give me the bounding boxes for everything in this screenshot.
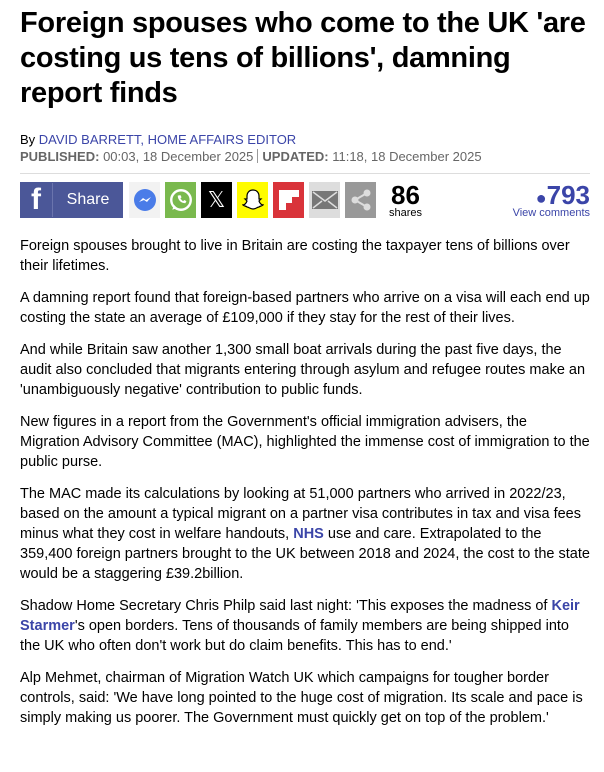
article-body: Foreign spouses brought to live in Brita… [20, 236, 590, 728]
headline: Foreign spouses who come to the UK 'are … [20, 7, 586, 109]
flipboard-icon [278, 190, 299, 210]
byline: By DAVID BARRETT, HOME AFFAIRS EDITOR [20, 131, 590, 148]
share-bar: f Share 𝕏 86 shares ●793 View comments [20, 182, 590, 218]
text: The MAC made its calculations by looking… [20, 486, 581, 542]
text: use and care. Extrapolated to the 359,40… [20, 526, 590, 582]
paragraph: New figures in a report from the Governm… [20, 414, 590, 470]
nhs-link[interactable]: NHS [293, 526, 324, 542]
x-icon: 𝕏 [207, 187, 226, 212]
share-count: 86 shares [389, 182, 422, 219]
keir-starmer-link[interactable]: Keir Starmer [20, 598, 580, 634]
view-comments-link[interactable]: ●793 View comments [513, 182, 590, 219]
share-count-number: 86 [391, 179, 420, 210]
comment-icon: ● [535, 187, 547, 208]
facebook-share-button[interactable]: f Share [20, 182, 123, 218]
paragraph: Alp Mehmet, chairman of Migration Watch … [20, 670, 583, 726]
email-icon [311, 191, 338, 209]
share-icon [351, 189, 370, 211]
paragraph: The MAC made its calculations by looking… [20, 484, 590, 584]
divider [257, 149, 259, 163]
divider [20, 173, 590, 174]
paragraph: And while Britain saw another 1,300 smal… [20, 342, 586, 398]
snapchat-icon [241, 189, 264, 210]
snapchat-button[interactable] [237, 182, 268, 218]
share-count-label: shares [389, 206, 423, 219]
whatsapp-button[interactable] [165, 182, 196, 218]
share-label: Share [66, 191, 110, 208]
text: Shadow Home Secretary Chris Philp said l… [20, 598, 552, 614]
byline-prefix: By [20, 132, 39, 147]
published-date: 00:03, 18 December 2025 [99, 149, 254, 164]
paragraph: Shadow Home Secretary Chris Philp said l… [20, 596, 590, 656]
updated-date: 11:18, 18 December 2025 [328, 149, 482, 164]
text: 's open borders. Tens of thousands of fa… [20, 618, 569, 654]
paragraph: Foreign spouses brought to live in Brita… [20, 238, 570, 274]
author-link[interactable]: DAVID BARRETT, HOME AFFAIRS EDITOR [38, 132, 297, 147]
updated-label: UPDATED: [262, 149, 329, 164]
whatsapp-icon [169, 189, 192, 211]
email-button[interactable] [309, 182, 340, 218]
view-comments-label: View comments [512, 206, 590, 219]
paragraph: A damning report found that foreign-base… [20, 290, 590, 326]
dates: PUBLISHED: 00:03, 18 December 2025 UPDATE… [20, 148, 590, 165]
more-share-button[interactable] [345, 182, 376, 218]
published-label: PUBLISHED: [20, 149, 100, 164]
messenger-icon [133, 189, 156, 211]
facebook-icon: f [20, 183, 53, 217]
comment-count: 793 [546, 179, 590, 210]
messenger-button[interactable] [129, 182, 160, 218]
flipboard-button[interactable] [273, 182, 304, 218]
x-button[interactable]: 𝕏 [201, 182, 232, 218]
